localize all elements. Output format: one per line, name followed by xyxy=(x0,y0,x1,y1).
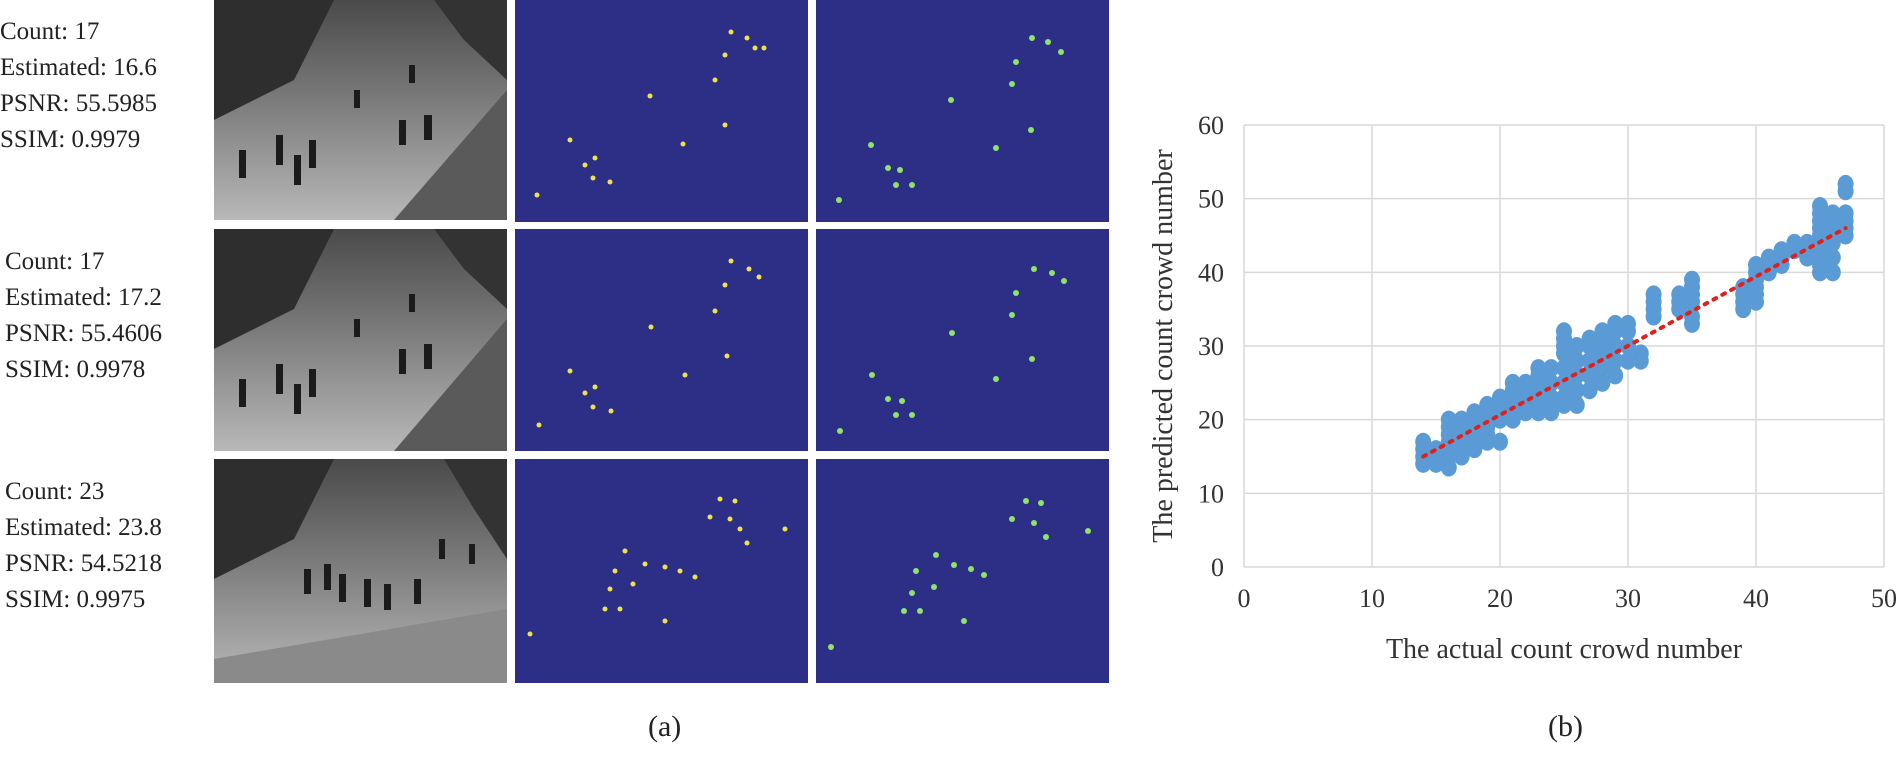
crowd-photo-1 xyxy=(214,0,507,220)
data-point xyxy=(1594,359,1611,378)
data-point xyxy=(1543,359,1560,378)
x-tick-label: 10 xyxy=(1359,584,1385,613)
y-tick-label: 50 xyxy=(1198,185,1224,214)
psnr-label: PSNR: 55.5985 xyxy=(0,90,157,117)
data-point xyxy=(1440,410,1457,429)
psnr-label: PSNR: 55.4606 xyxy=(5,320,162,347)
ssim-label: SSIM: 0.9978 xyxy=(5,356,146,383)
data-point xyxy=(1837,204,1854,223)
caption-b: (b) xyxy=(1548,710,1583,743)
stats-block-3: Count: 23 Estimated: 23.8 PSNR: 54.5218 … xyxy=(5,474,162,618)
trendline xyxy=(1421,226,1848,459)
data-point xyxy=(1556,359,1572,378)
data-point xyxy=(1568,337,1585,355)
data-point xyxy=(1632,344,1649,363)
data-point xyxy=(1684,270,1700,289)
ssim-label: SSIM: 0.9975 xyxy=(5,586,146,613)
y-tick-label: 0 xyxy=(1211,553,1224,582)
data-point xyxy=(1581,381,1598,400)
data-point xyxy=(1453,410,1470,429)
y-tick-label: 60 xyxy=(1198,111,1224,140)
estimated-label: Estimated: 17.2 xyxy=(5,284,162,311)
data-point xyxy=(1824,263,1841,282)
x-tick-label: 40 xyxy=(1743,584,1769,613)
data-point xyxy=(1735,278,1752,297)
data-point xyxy=(1671,285,1688,304)
data-point xyxy=(1568,351,1585,370)
estimated-density-map-3 xyxy=(816,459,1109,683)
data-point xyxy=(1568,395,1585,414)
crowd-photo-3 xyxy=(214,459,507,683)
estimated-label: Estimated: 23.8 xyxy=(5,514,162,541)
data-point xyxy=(1760,248,1777,267)
data-point xyxy=(1517,373,1534,392)
y-axis-label: The predicted count crowd number xyxy=(1148,149,1179,543)
data-point xyxy=(1607,366,1624,385)
data-points xyxy=(1415,174,1854,477)
ground-truth-density-map-1 xyxy=(515,0,808,222)
data-point xyxy=(1556,322,1572,341)
x-tick-label: 0 xyxy=(1238,584,1251,613)
estimated-label: Estimated: 16.6 xyxy=(0,54,157,81)
data-point xyxy=(1504,373,1521,392)
data-point xyxy=(1786,233,1803,252)
data-point xyxy=(1594,373,1611,392)
data-point xyxy=(1620,314,1636,333)
data-point xyxy=(1543,388,1560,407)
y-tick-label: 40 xyxy=(1198,258,1224,287)
stats-block-2: Count: 17 Estimated: 17.2 PSNR: 55.4606 … xyxy=(5,244,162,388)
x-tick-label: 20 xyxy=(1487,584,1513,613)
ground-truth-density-map-2 xyxy=(515,229,808,451)
data-point xyxy=(1568,381,1585,400)
data-point xyxy=(1812,197,1828,216)
data-point xyxy=(1748,255,1764,274)
data-point xyxy=(1773,241,1790,260)
data-point xyxy=(1581,329,1598,348)
crowd-photo-scene-1 xyxy=(214,0,507,220)
x-tick-labels: 0 10 20 30 40 50 xyxy=(1238,584,1898,613)
stats-block-1: Count: 17 Estimated: 16.6 PSNR: 55.5985 … xyxy=(0,14,157,158)
x-tick-label: 30 xyxy=(1615,584,1641,613)
count-label: Count: 17 xyxy=(5,248,105,275)
psnr-label: PSNR: 54.5218 xyxy=(5,550,162,577)
ssim-label: SSIM: 0.9979 xyxy=(0,126,141,153)
caption-a: (a) xyxy=(648,710,682,743)
estimated-density-map-2 xyxy=(816,229,1109,451)
data-point xyxy=(1415,432,1432,451)
data-point xyxy=(1492,432,1508,451)
y-tick-label: 10 xyxy=(1198,479,1224,508)
crowd-photo-scene-3 xyxy=(214,459,507,683)
count-label: Count: 17 xyxy=(0,18,100,45)
data-point xyxy=(1530,359,1547,378)
estimated-density-map-1 xyxy=(816,0,1109,222)
data-point xyxy=(1492,388,1508,407)
data-point xyxy=(1607,314,1624,333)
crowd-photo-2 xyxy=(214,229,507,451)
data-point xyxy=(1824,248,1841,267)
data-point xyxy=(1479,395,1496,414)
x-axis-label: The actual count crowd number xyxy=(1386,634,1743,665)
data-point xyxy=(1837,174,1854,193)
count-label: Count: 23 xyxy=(5,478,105,505)
ground-truth-density-map-3 xyxy=(515,459,808,683)
y-tick-label: 30 xyxy=(1198,332,1224,361)
data-point xyxy=(1581,366,1598,385)
data-point xyxy=(1824,204,1841,223)
crowd-photo-scene-2 xyxy=(214,229,507,451)
data-point xyxy=(1594,322,1611,341)
data-point xyxy=(1556,388,1572,407)
scatter-chart: 0 10 20 30 40 50 0 10 20 30 40 50 60 The actual cou… xyxy=(1148,111,1898,665)
y-tick-labels: 0 10 20 30 40 50 60 xyxy=(1198,111,1224,582)
data-point xyxy=(1466,403,1483,422)
y-tick-label: 20 xyxy=(1198,406,1224,435)
x-tick-label: 50 xyxy=(1871,584,1897,613)
data-point xyxy=(1620,351,1636,370)
data-point xyxy=(1645,285,1662,304)
